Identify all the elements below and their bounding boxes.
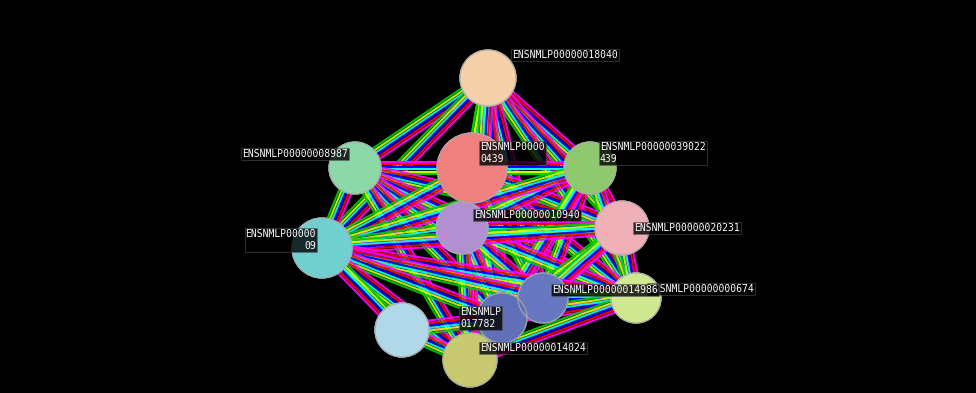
Circle shape (436, 202, 488, 254)
Circle shape (477, 293, 527, 343)
Text: ENSNMLP00000014986: ENSNMLP00000014986 (552, 285, 658, 295)
Text: ENSNMLP00000008987: ENSNMLP00000008987 (242, 149, 348, 159)
Circle shape (460, 50, 516, 106)
Text: ENSNMLP00000000674: ENSNMLP00000000674 (648, 284, 753, 294)
Text: ENSNMLP00000014024: ENSNMLP00000014024 (480, 343, 586, 353)
Text: ENSNMLP0000
0439: ENSNMLP0000 0439 (480, 142, 545, 164)
Circle shape (595, 201, 649, 255)
Text: ENSNMLP00000039022
439: ENSNMLP00000039022 439 (600, 142, 706, 164)
Circle shape (375, 303, 429, 357)
Text: ENSNMLP00000020231: ENSNMLP00000020231 (634, 223, 740, 233)
Circle shape (437, 133, 507, 203)
Text: ENSNMLP00000
09: ENSNMLP00000 09 (246, 229, 316, 251)
Circle shape (611, 273, 661, 323)
Text: ENSNMLP00000010940: ENSNMLP00000010940 (474, 210, 580, 220)
Circle shape (443, 333, 497, 387)
Circle shape (518, 273, 568, 323)
Circle shape (564, 142, 616, 194)
Circle shape (329, 142, 381, 194)
Text: ENSNMLP00000018040: ENSNMLP00000018040 (512, 50, 618, 60)
Text: ENSNMLP
017782: ENSNMLP 017782 (460, 307, 501, 329)
Circle shape (292, 218, 352, 278)
